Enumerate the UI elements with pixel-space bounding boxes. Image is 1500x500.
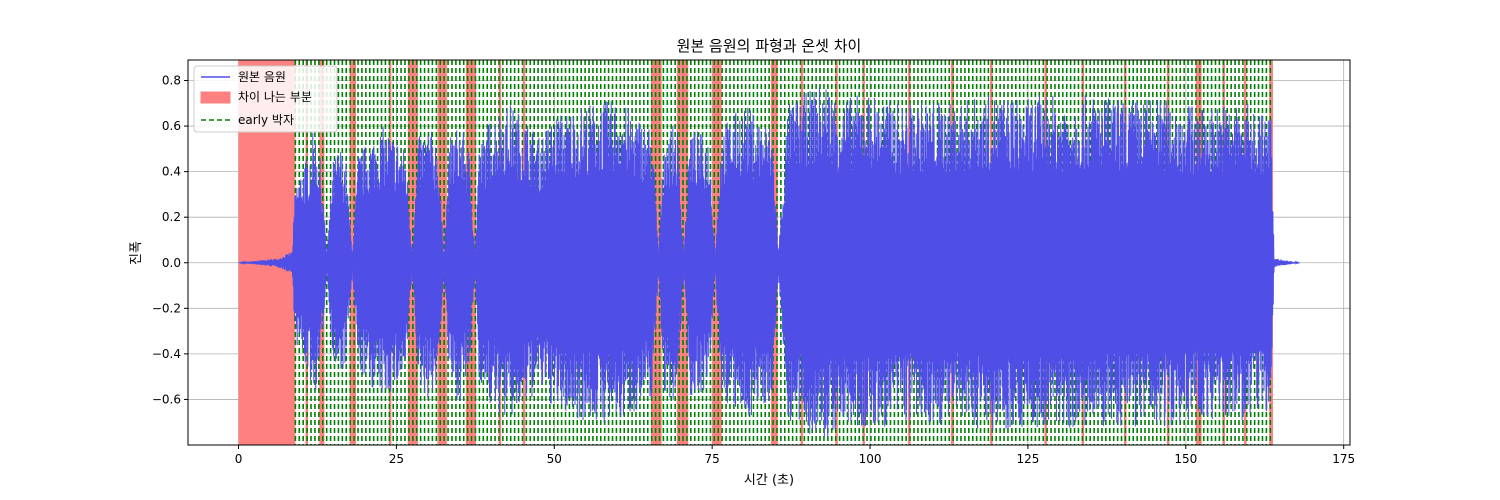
- y-tick-label: −0.2: [152, 301, 181, 315]
- x-tick-label: 0: [235, 452, 243, 466]
- y-tick-label: −0.4: [152, 347, 181, 361]
- x-tick-label: 25: [389, 452, 404, 466]
- y-tick-label: 0.6: [162, 119, 181, 133]
- x-tick-label: 175: [1332, 452, 1355, 466]
- x-axis-label: 시간 (초): [744, 473, 794, 488]
- legend-patch-swatch: [200, 91, 231, 104]
- x-tick-label: 75: [705, 452, 720, 466]
- legend-box: [193, 65, 338, 133]
- y-tick-label: −0.6: [152, 392, 181, 406]
- y-axis-ticks: −0.6 −0.4 −0.2 0.0 0.2 0.4 0.6 0.8: [152, 74, 188, 406]
- chart-legend: 원본 음원 차이 나는 부분 early 박자: [193, 65, 338, 133]
- x-axis-ticks: 0 25 50 75 100 125 150 175: [235, 445, 1355, 466]
- y-tick-label: 0.4: [162, 165, 181, 179]
- legend-label-waveform: 원본 음원: [238, 70, 286, 84]
- legend-label-early: early 박자: [238, 113, 294, 127]
- plot-frame: [187, 59, 1351, 446]
- y-axis-label: 진폭: [129, 241, 144, 265]
- waveform-line: [238, 87, 1300, 438]
- y-tick-label: 0.8: [162, 74, 181, 88]
- chart-title: 원본 음원의 파형과 온셋 차이: [677, 37, 862, 55]
- x-tick-label: 100: [859, 452, 882, 466]
- x-tick-label: 125: [1016, 452, 1039, 466]
- y-tick-label: 0.2: [162, 210, 181, 224]
- x-tick-label: 50: [547, 452, 562, 466]
- y-tick-label: 0.0: [162, 256, 181, 270]
- legend-label-diff: 차이 나는 부분: [238, 90, 312, 104]
- x-tick-label: 150: [1174, 452, 1197, 466]
- waveform-series: [238, 87, 1300, 438]
